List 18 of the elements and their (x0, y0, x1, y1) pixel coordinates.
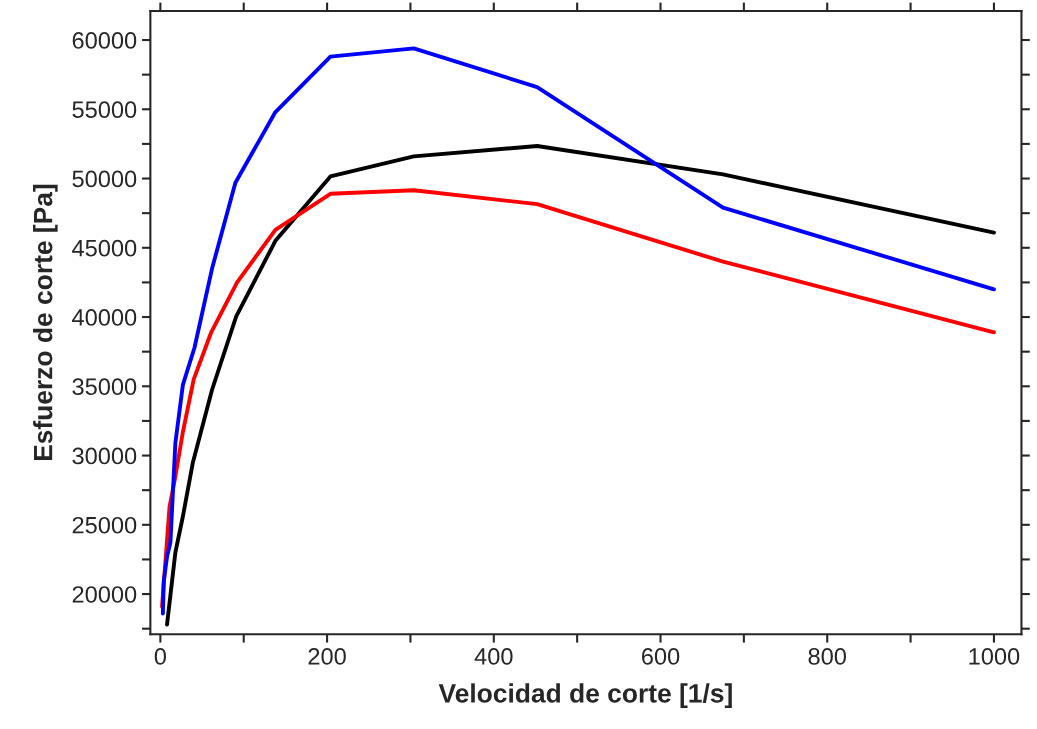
x-tick-label: 200 (308, 648, 346, 665)
y-axis-title: Esfuerzo de corte [Pa] (33, 184, 58, 461)
x-axis-title: Velocidad de corte [1/s] (438, 683, 732, 708)
y-tick-label: 50000 (72, 170, 137, 188)
line-series (160, 46, 996, 616)
y-tick-label: 40000 (72, 309, 137, 326)
y-tick-label: 30000 (72, 447, 137, 465)
y-tick-label: 20000 (72, 586, 137, 603)
x-tick-label: 800 (808, 648, 846, 665)
y-tick-label: 35000 (72, 378, 137, 396)
y-tick-label: 25000 (72, 516, 137, 534)
x-tick-label: 1000 (969, 648, 1020, 665)
x-tick-label: 600 (642, 648, 680, 665)
y-tick-label: 55000 (72, 101, 137, 119)
x-tick-label: 400 (474, 648, 513, 665)
x-tick-label: 0 (154, 648, 167, 665)
y-tick-label: 60000 (72, 32, 137, 49)
y-tick-label: 45000 (72, 239, 137, 257)
